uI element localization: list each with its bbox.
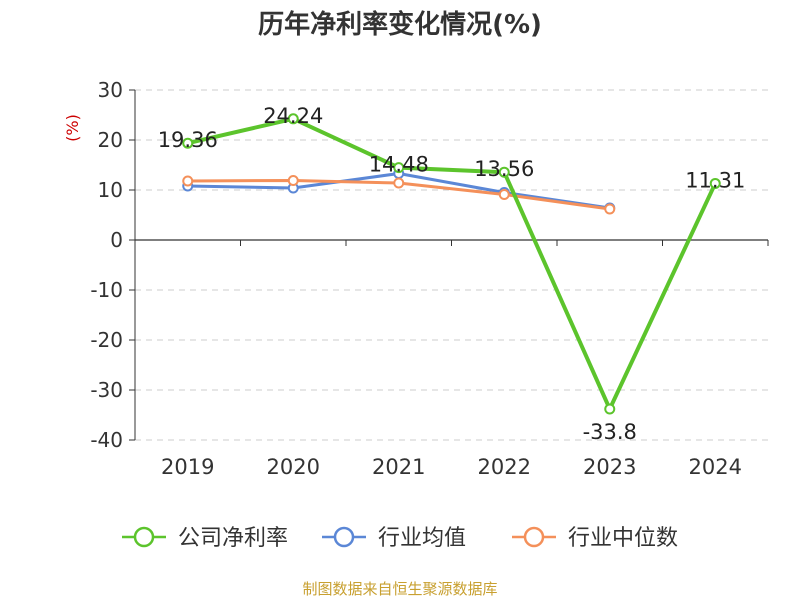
y-tick-label: -10 — [90, 278, 123, 302]
series-lines — [182, 113, 721, 415]
data-point — [393, 162, 405, 174]
y-tick-label: -30 — [90, 378, 123, 402]
data-point — [498, 166, 510, 178]
series-line-company — [187, 116, 718, 411]
data-point — [604, 203, 616, 215]
data-label: 13.56 — [474, 157, 534, 181]
source-footer: 制图数据来自恒生聚源数据库 — [302, 580, 498, 598]
data-point — [182, 175, 194, 187]
data-point — [287, 113, 299, 125]
legend-label: 行业中位数 — [568, 526, 678, 551]
data-point — [182, 137, 194, 149]
legend: 公司净利率 行业均值 行业中位数 — [122, 526, 678, 551]
x-tick-label: 2023 — [583, 455, 636, 479]
x-tick-label: 2019 — [161, 455, 214, 479]
x-tick-label: 2020 — [267, 455, 320, 479]
x-tick-label: 2021 — [372, 455, 425, 479]
y-axis-unit-label: (%) — [63, 114, 82, 142]
y-tick-label: -20 — [90, 328, 123, 352]
data-label: 19.36 — [158, 128, 218, 152]
y-tick-label: 10 — [98, 178, 123, 202]
data-point — [604, 403, 616, 415]
y-tick-label: -40 — [90, 428, 123, 452]
data-label: 24.24 — [263, 104, 323, 128]
data-labels: 19.36 24.24 14.48 13.56 -33.8 11.31 — [158, 104, 746, 444]
data-label: 11.31 — [685, 168, 745, 192]
legend-marker — [523, 526, 545, 548]
data-point — [498, 189, 510, 200]
y-tick-label: 30 — [98, 78, 123, 102]
data-point — [393, 177, 405, 189]
y-tick-label: 0 — [110, 228, 123, 252]
grid-lines — [135, 89, 768, 441]
legend-marker — [333, 526, 355, 548]
x-tick-label: 2022 — [478, 455, 531, 479]
x-tick-label: 2024 — [689, 455, 742, 479]
data-point — [287, 175, 299, 186]
legend-marker — [133, 526, 155, 548]
legend-label: 行业均值 — [378, 526, 466, 551]
chart-title: 历年净利率变化情况(%) — [258, 10, 542, 40]
legend-label: 公司净利率 — [178, 526, 288, 551]
data-label: -33.8 — [583, 420, 637, 444]
data-point — [709, 177, 721, 189]
y-tick-label: 20 — [98, 128, 123, 152]
axes: 30 20 10 0 -10 -20 -30 -40 2019 2020 2021 2022 2023 2… — [63, 78, 769, 479]
data-label: 14.48 — [369, 153, 429, 177]
